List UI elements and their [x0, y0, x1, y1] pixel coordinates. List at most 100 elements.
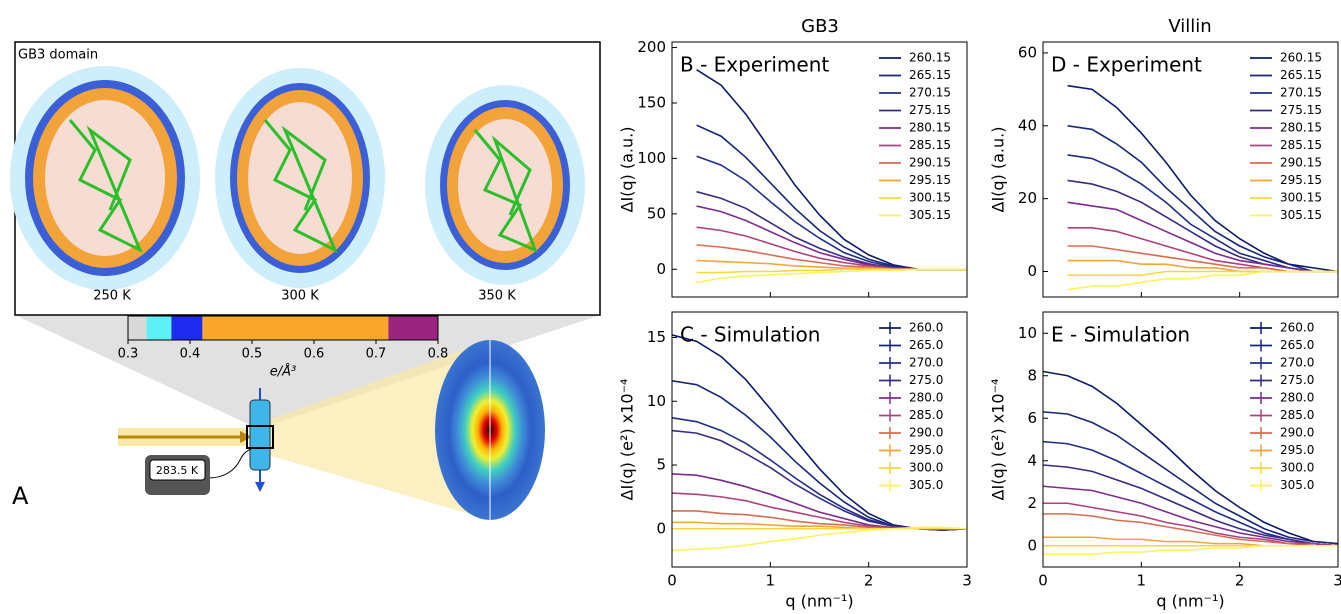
- x-tick-label: 2: [864, 572, 874, 590]
- legend-label: 275.15: [909, 103, 951, 117]
- y-axis-label: ΔI(q) (a.u.): [989, 127, 1008, 213]
- y-tick-label: 6: [1027, 409, 1037, 427]
- legend-label: 275.0: [909, 373, 943, 387]
- x-axis-label: q (nm⁻¹): [785, 592, 853, 611]
- colorbar-segment: [171, 316, 202, 340]
- panel-a: 283.5 K GB3 domain 250 K 300 K 350 K A e…: [10, 42, 600, 520]
- y-axis-label: ΔI(q) (a.u.): [618, 127, 637, 213]
- legend-label: 305.0: [1280, 478, 1314, 492]
- legend-label: 265.0: [1280, 338, 1314, 352]
- panel-title: E - Simulation: [1051, 323, 1190, 347]
- legend-label: 270.0: [1280, 356, 1314, 370]
- legend-label: 280.15: [909, 121, 951, 135]
- flow-arrow: [255, 482, 265, 492]
- y-tick-label: 150: [637, 93, 666, 111]
- controller-temperature: 283.5 K: [156, 464, 199, 477]
- density-maps: [10, 66, 585, 290]
- legend-label: 290.15: [909, 156, 951, 170]
- colorbar-tick-label: 0.5: [242, 347, 263, 362]
- y-axis-label: ΔI(q) (e²) x10⁻⁴: [618, 379, 637, 501]
- data-line: [1068, 272, 1338, 290]
- legend-label: 280.15: [1280, 121, 1322, 135]
- y-tick-label: 100: [637, 149, 666, 167]
- legend-label: 290.0: [909, 426, 943, 440]
- legend-label: 265.15: [1280, 68, 1322, 82]
- capillary: [250, 400, 270, 470]
- legend-label: 280.0: [909, 391, 943, 405]
- y-tick-label: 10: [647, 392, 666, 410]
- y-tick-label: 60: [1018, 43, 1037, 61]
- temperature-label: 250 K: [93, 289, 131, 304]
- y-tick-label: 2: [1027, 494, 1037, 512]
- legend-label: 295.15: [909, 173, 951, 187]
- legend-label: 280.0: [1280, 391, 1314, 405]
- y-tick-label: 15: [647, 328, 666, 346]
- legend-label: 305.15: [909, 208, 951, 222]
- legend-label: 270.15: [909, 86, 951, 100]
- legend-label: 305.15: [1280, 208, 1322, 222]
- y-tick-label: 4: [1027, 451, 1037, 469]
- legend-label: 285.15: [1280, 138, 1322, 152]
- legend-label: 275.0: [1280, 373, 1314, 387]
- colorbar-tick-label: 0.3: [118, 347, 139, 362]
- x-tick-label: 1: [766, 572, 776, 590]
- panel-label: A: [12, 482, 29, 510]
- legend-label: 300.0: [1280, 461, 1314, 475]
- colorbar-segment: [147, 316, 172, 340]
- temperature-label: 300 K: [281, 289, 319, 304]
- data-line: [697, 245, 967, 269]
- y-tick-label: 0: [656, 260, 666, 278]
- panel-title: C - Simulation: [680, 323, 820, 347]
- legend-label: 305.0: [909, 478, 943, 492]
- legend-label: 295.15: [1280, 173, 1322, 187]
- legend-label: 285.0: [1280, 408, 1314, 422]
- legend-label: 285.15: [909, 138, 951, 152]
- x-tick-label: 3: [962, 572, 972, 590]
- column-title: Villin: [1168, 16, 1211, 37]
- colorbar-tick-label: 0.4: [180, 347, 201, 362]
- panel-a-title: GB3 domain: [18, 48, 98, 63]
- colorbar-tick-label: 0.7: [366, 347, 387, 362]
- colorbar-tick-label: 0.8: [428, 347, 449, 362]
- y-tick-label: 0: [656, 519, 666, 537]
- legend-label: 285.0: [909, 408, 943, 422]
- data-line: [672, 527, 967, 550]
- colorbar-segment: [128, 316, 147, 340]
- legend-label: 300.15: [1280, 191, 1322, 205]
- legend-label: 295.0: [909, 443, 943, 457]
- y-tick-label: 50: [647, 204, 666, 222]
- legend-label: 265.15: [909, 68, 951, 82]
- colorbar-segment: [202, 316, 388, 340]
- x-axis-label: q (nm⁻¹): [1156, 592, 1224, 611]
- x-tick-label: 2: [1235, 572, 1245, 590]
- legend-label: 260.15: [1280, 51, 1322, 65]
- y-tick-label: 8: [1027, 366, 1037, 384]
- legend-label: 260.15: [909, 51, 951, 65]
- y-tick-label: 5: [656, 456, 666, 474]
- y-axis-label: ΔI(q) (e²) x10⁻⁴: [989, 379, 1008, 501]
- legend-label: 295.0: [1280, 443, 1314, 457]
- chart: 0 50 100 150 200 260.15 265.15 270.15 275.15 280.…: [618, 38, 968, 297]
- x-tick-label: 0: [667, 572, 677, 590]
- panel-title: B - Experiment: [680, 53, 829, 77]
- legend-label: 270.15: [1280, 86, 1322, 100]
- legend-label: 300.0: [909, 461, 943, 475]
- colorbar-segment: [388, 316, 438, 340]
- x-tick-label: 0: [1038, 572, 1048, 590]
- legend-label: 275.15: [1280, 103, 1322, 117]
- y-tick-label: 200: [637, 38, 666, 56]
- colorbar-label: e/Å³: [270, 364, 296, 380]
- cable: [208, 448, 252, 478]
- legend-label: 290.15: [1280, 156, 1322, 170]
- x-tick-label: 3: [1333, 572, 1341, 590]
- colorbar-tick-label: 0.6: [304, 347, 325, 362]
- panel-title: D - Experiment: [1051, 53, 1202, 77]
- column-title: GB3: [801, 16, 839, 37]
- y-tick-label: 0: [1027, 262, 1037, 280]
- legend-label: 270.0: [909, 356, 943, 370]
- temperature-label: 350 K: [478, 289, 516, 304]
- legend-label: 260.0: [909, 321, 943, 335]
